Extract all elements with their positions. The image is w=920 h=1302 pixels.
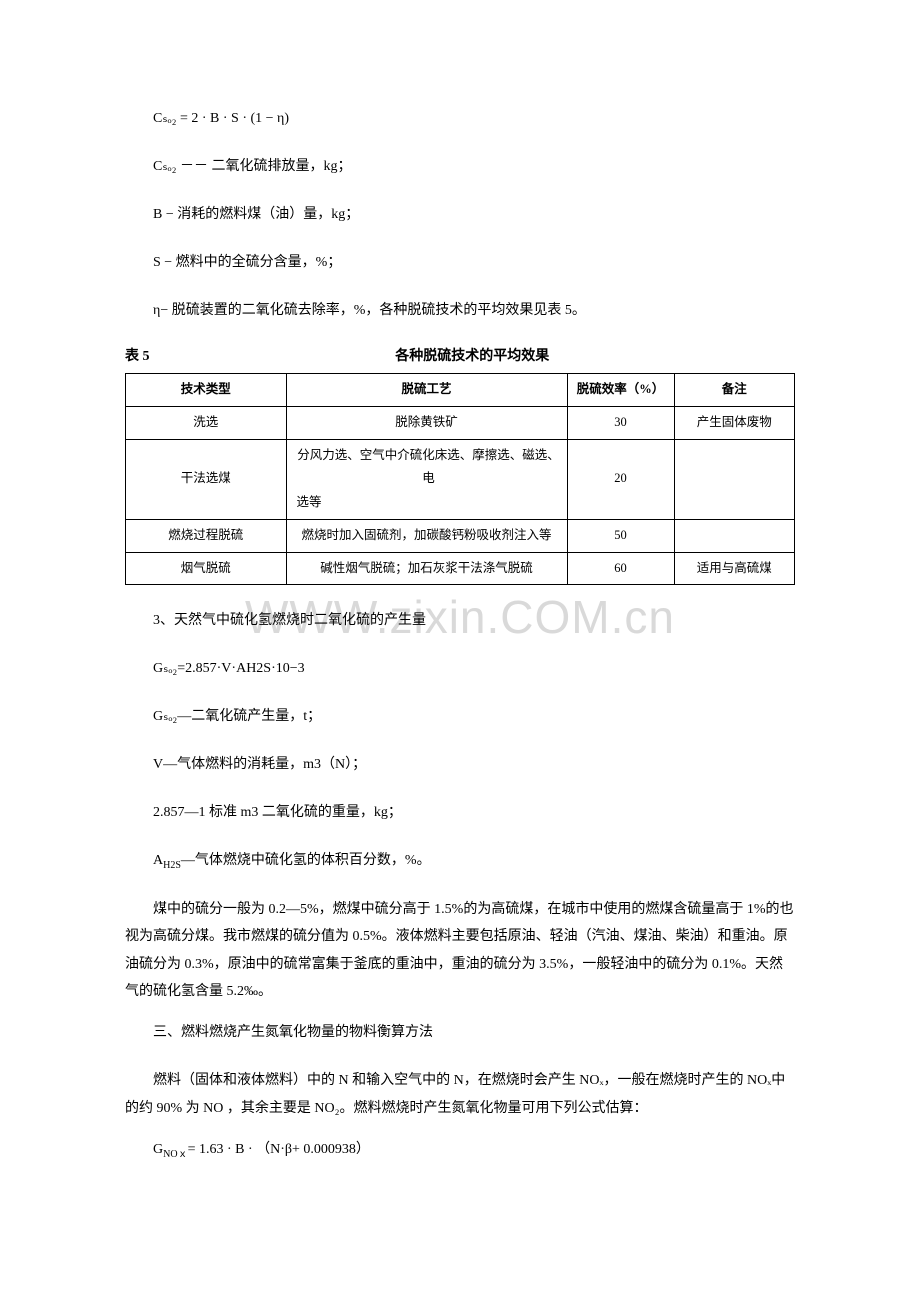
section3-g: Gₛₒ₂—二氧化硫产生量，t；: [125, 703, 795, 731]
section-nox-title: 三、燃料燃烧产生氮氧化物量的物料衡算方法: [125, 1019, 795, 1047]
cell-process: 碱性烟气脱硫；加石灰浆干法涤气脱硫: [286, 552, 567, 585]
cell-eff: 20: [567, 439, 674, 519]
th-eff: 脱硫效率（%）: [567, 374, 674, 407]
cell-type: 干法选煤: [126, 439, 287, 519]
cell-note: 产生固体废物: [674, 406, 794, 439]
th-type: 技术类型: [126, 374, 287, 407]
cell-process: 燃烧时加入固硫剂，加碳酸钙粉吸收剂注入等: [286, 519, 567, 552]
cell-note: 适用与高硫煤: [674, 552, 794, 585]
section3-title: 3、天然气中硫化氢燃烧时二氧化硫的产生量: [125, 607, 795, 635]
cell-note: [674, 519, 794, 552]
def-s: S − 燃料中的全硫分含量，%；: [125, 249, 795, 277]
section3-v: V—气体燃料的消耗量，m3（N）；: [125, 751, 795, 779]
table5-title: 各种脱硫技术的平均效果: [150, 345, 796, 365]
th-process: 脱硫工艺: [286, 374, 567, 407]
table-header-row: 技术类型 脱硫工艺 脱硫效率（%） 备注: [126, 374, 795, 407]
def-b: B − 消耗的燃料煤（油）量，kg；: [125, 201, 795, 229]
def-cso2: Cₛₒ₂ －－ 二氧化硫排放量，kg；: [125, 153, 795, 181]
table5-label: 表 5: [125, 345, 150, 365]
cell-eff: 60: [567, 552, 674, 585]
th-note: 备注: [674, 374, 794, 407]
formula-cso2: Cₛₒ₂ = 2 · B · S · (1 − η): [125, 105, 795, 133]
cell-process-top: 分风力选、空气中介硫化床选、摩擦选、磁选、电: [297, 444, 561, 492]
def-eta: η− 脱硫装置的二氧化硫去除率，%，各种脱硫技术的平均效果见表 5。: [125, 297, 795, 325]
section3-const: 2.857—1 标准 m3 二氧化硫的重量，kg；: [125, 799, 795, 827]
table-row: 洗选 脱除黄铁矿 30 产生固体废物: [126, 406, 795, 439]
cell-eff: 50: [567, 519, 674, 552]
cell-type: 燃烧过程脱硫: [126, 519, 287, 552]
table5: 技术类型 脱硫工艺 脱硫效率（%） 备注 洗选 脱除黄铁矿 30 产生固体废物 …: [125, 373, 795, 585]
cell-type: 烟气脱硫: [126, 552, 287, 585]
table-row: 烟气脱硫 碱性烟气脱硫；加石灰浆干法涤气脱硫 60 适用与高硫煤: [126, 552, 795, 585]
table5-caption: 表 5 各种脱硫技术的平均效果: [125, 345, 795, 365]
cell-note: [674, 439, 794, 519]
section3-a: AH2S—气体燃烧中硫化氢的体积百分数，%。: [125, 847, 795, 876]
cell-process-bottom: 选等: [297, 491, 561, 515]
cell-eff: 30: [567, 406, 674, 439]
table-row: 干法选煤 分风力选、空气中介硫化床选、摩擦选、磁选、电 选等 20: [126, 439, 795, 519]
table-row: 燃烧过程脱硫 燃烧时加入固硫剂，加碳酸钙粉吸收剂注入等 50: [126, 519, 795, 552]
cell-type: 洗选: [126, 406, 287, 439]
cell-process: 分风力选、空气中介硫化床选、摩擦选、磁选、电 选等: [286, 439, 567, 519]
section3-eq: Gₛₒ₂=2.857·V·AH2S·10−3: [125, 655, 795, 683]
page-content: Cₛₒ₂ = 2 · B · S · (1 − η) Cₛₒ₂ －－ 二氧化硫排…: [0, 0, 920, 1245]
nox-paragraph: 燃料（固体和液体燃料）中的 N 和输入空气中的 N，在燃烧时会产生 NOₓ，一般…: [125, 1067, 795, 1122]
cell-process: 脱除黄铁矿: [286, 406, 567, 439]
coal-paragraph: 煤中的硫分一般为 0.2—5%，燃煤中硫分高于 1.5%的为高硫煤，在城市中使用…: [125, 896, 795, 1005]
nox-formula: GNOｘ= 1.63 · B · （N·β+ 0.000938）: [125, 1136, 795, 1165]
